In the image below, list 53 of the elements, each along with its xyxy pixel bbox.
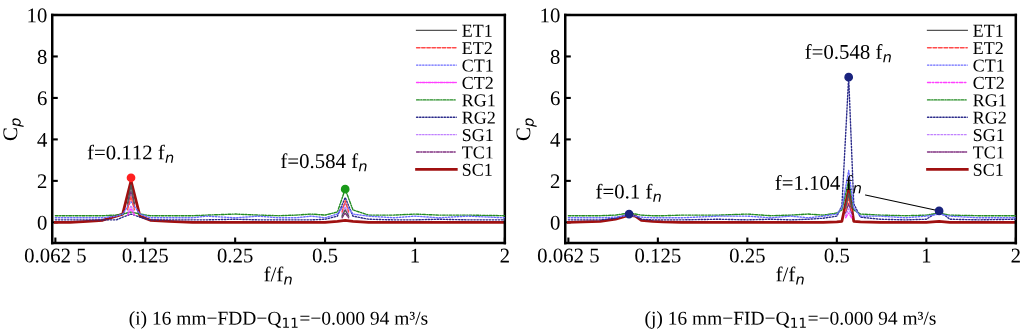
y-axis-title: C$_{p}$ — [3, 118, 24, 141]
x-axis-title: f/f$_{n}$ — [776, 266, 804, 285]
legend-label: ET1 — [973, 24, 1003, 37]
y-tick-label: 8 — [550, 49, 560, 64]
legend-label: CT1 — [973, 59, 1004, 72]
y-axis-title: C$_{p}$ — [516, 118, 537, 141]
x-tick-label: 0.125 — [122, 248, 168, 263]
legend-label: CT2 — [973, 76, 1004, 89]
text: (j) 16 mm−FID−Q$_{11}$=−0.000 94 m³/s — [645, 311, 936, 329]
y-tick-label: 4 — [550, 132, 561, 147]
y-tick-label: 8 — [37, 49, 47, 64]
y-tick-label: 2 — [550, 174, 560, 189]
y-tick-label: 10 — [28, 8, 47, 23]
annotation: f=0.112 f$_{n}$ — [87, 144, 174, 163]
legend-label: SG1 — [462, 129, 493, 142]
y-tick-label: 0 — [550, 215, 560, 230]
x-tick-label: 0.25 — [729, 248, 765, 263]
legend-label: RG2 — [973, 111, 1006, 124]
annotation: f=1.104 f$_{n}$ — [775, 175, 861, 194]
legend-label: ET1 — [462, 24, 492, 37]
y-tick-label: 2 — [37, 174, 47, 189]
legend-label: RG1 — [973, 94, 1006, 107]
x-tick-label: 0.062 5 — [24, 248, 86, 263]
x-tick-label: 0.5 — [824, 248, 850, 263]
text: (i) 16 mm−FDD−Q$_{11}$=−0.000 94 m³/s — [129, 311, 428, 329]
y-tick-label: 6 — [37, 91, 47, 106]
x-tick-label: 2 — [1011, 248, 1020, 263]
annotation: f=0.584 f$_{n}$ — [281, 153, 367, 172]
legend-label: ET2 — [973, 42, 1003, 55]
x-tick-label: 2 — [500, 248, 509, 263]
legend-label: SC1 — [973, 163, 1003, 176]
legend-label: RG2 — [462, 111, 495, 124]
legend-label: SG1 — [973, 129, 1004, 142]
legend-label: ET2 — [462, 42, 492, 55]
x-tick-label: 0.5 — [312, 248, 338, 263]
y-tick-label: 10 — [541, 8, 560, 23]
legend-label: CT1 — [462, 59, 493, 72]
y-tick-label: 0 — [37, 215, 47, 230]
legend-label: TC1 — [973, 146, 1004, 159]
x-tick-label: 0.125 — [635, 248, 681, 263]
y-tick-label: 6 — [550, 91, 560, 106]
legend-label: SC1 — [462, 163, 492, 176]
x-tick-label: 0.062 5 — [537, 248, 599, 263]
annotation: f=0.1 f$_{n}$ — [596, 183, 661, 202]
legend-label: TC1 — [462, 146, 493, 159]
x-tick-label: 1 — [411, 248, 419, 263]
x-tick-label: 1 — [922, 248, 931, 263]
x-axis-title: f/f$_{n}$ — [264, 266, 292, 285]
annotation: f=0.548 f$_{n}$ — [805, 44, 891, 63]
legend-label: CT2 — [462, 76, 493, 89]
legend-label: RG1 — [462, 94, 495, 107]
x-tick-label: 0.25 — [217, 248, 253, 263]
y-tick-label: 4 — [37, 132, 48, 147]
